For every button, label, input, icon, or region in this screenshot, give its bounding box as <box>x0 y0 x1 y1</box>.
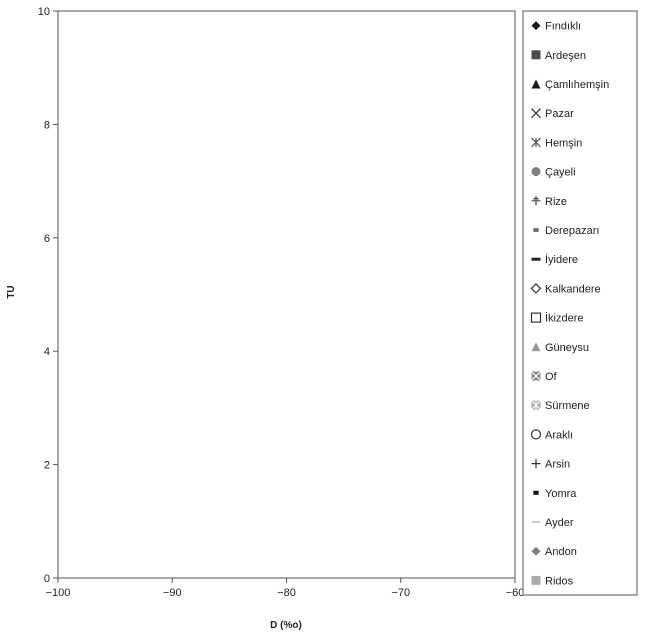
x-tick-label: −80 <box>277 587 296 599</box>
y-tick-label: 10 <box>38 6 50 18</box>
y-tick-label: 6 <box>44 233 50 245</box>
legend-label: Rize <box>545 196 567 208</box>
legend-symbol <box>531 575 541 585</box>
y-tick-label: 2 <box>44 460 50 472</box>
legend-item-kalkandere: Kalkandere <box>530 283 601 295</box>
x-axis-title: D (%o) <box>270 620 302 631</box>
x-tick-label: −70 <box>391 587 410 599</box>
legend-label: Ayder <box>545 517 574 529</box>
legend-label: Kalkandere <box>545 283 601 295</box>
legend-symbol <box>533 490 539 495</box>
legend-symbol <box>531 50 541 60</box>
legend-symbol <box>531 546 541 556</box>
legend-item-rize: Rize <box>531 196 567 208</box>
legend-item-guneysu: Güneysu <box>531 342 589 354</box>
y-tick-label: 8 <box>44 119 50 131</box>
legend-symbol <box>530 283 542 294</box>
x-tick-label: −90 <box>163 587 182 599</box>
legend-item-i-kizdere: İkizdere <box>530 312 584 325</box>
y-tick-label: 4 <box>44 346 50 358</box>
legend-symbol <box>531 371 541 381</box>
legend-item-ridos: Ridos <box>531 575 574 587</box>
legend-label: Ridos <box>545 575 574 587</box>
legend-symbol <box>530 429 542 440</box>
legend-label: İyidere <box>545 253 578 266</box>
legend-symbol <box>531 459 541 469</box>
legend-label: İkizdere <box>545 312 584 325</box>
legend-label: Derepazarı <box>545 225 599 237</box>
legend-label: Yomra <box>545 488 577 500</box>
y-tick-label: 0 <box>44 573 50 585</box>
x-tick-label: −100 <box>46 587 71 599</box>
legend-symbol <box>531 79 541 89</box>
legend-symbol <box>531 257 541 261</box>
legend-label: Ardeşen <box>545 50 586 62</box>
legend-item-pazar: Pazar <box>531 108 574 120</box>
legend-label: Hemşin <box>545 137 582 149</box>
legend-symbol <box>530 312 542 323</box>
x-tick-label: −60 <box>506 587 525 599</box>
legend-item-surmene: Sürmene <box>531 400 590 412</box>
legend-label: Çamlıhemşin <box>545 79 609 91</box>
legend-item-ardesen: Ardeşen <box>531 50 586 62</box>
legend-symbol <box>531 400 541 411</box>
legend-symbol <box>531 137 541 148</box>
legend-symbol <box>531 167 541 177</box>
legend-label: Pazar <box>545 108 574 120</box>
legend-symbol <box>531 342 541 352</box>
legend-item-arakli: Araklı <box>530 429 573 441</box>
legend-item-camlihemsin: Çamlıhemşin <box>531 79 609 91</box>
legend-label: Arsin <box>545 459 570 471</box>
legend-symbol <box>531 196 541 206</box>
legend-item-findikli: Fındıklı <box>531 21 581 33</box>
legend-item-arsin: Arsin <box>531 459 570 471</box>
legend-label: Sürmene <box>545 400 590 412</box>
legend-label: Güneysu <box>545 342 589 354</box>
legend-frame <box>522 10 638 596</box>
legend-label: Çayeli <box>545 167 576 179</box>
legend-item-hemsin: Hemşin <box>531 137 582 149</box>
legend-symbol <box>531 21 541 31</box>
legend-item-ayder: Ayder <box>531 517 574 529</box>
legend-label: Of <box>545 371 558 383</box>
plot-frame <box>57 10 516 579</box>
legend-label: Araklı <box>545 429 573 441</box>
y-axis-title: TU <box>6 285 17 298</box>
legend-item-derepazari: Derepazarı <box>533 225 599 237</box>
legend-item-cayeli: Çayeli <box>531 167 576 179</box>
legend-symbol <box>533 228 539 232</box>
legend-item-i-yidere: İyidere <box>531 253 578 266</box>
legend-label: Fındıklı <box>545 21 581 33</box>
legend: Fındıklı Ardeşen Çamlıhemşin Pazar Hemşin Çay… <box>522 10 638 596</box>
legend-label: Andon <box>545 546 577 558</box>
axes: −100 −90 −80 −70 −60 0 2 4 6 8 10 <box>38 6 525 599</box>
legend-symbol <box>531 521 541 523</box>
legend-item-yomra: Yomra <box>533 488 577 500</box>
legend-item-andon: Andon <box>531 546 577 558</box>
legend-item-of: Of <box>531 371 558 383</box>
legend-symbol <box>531 108 541 119</box>
